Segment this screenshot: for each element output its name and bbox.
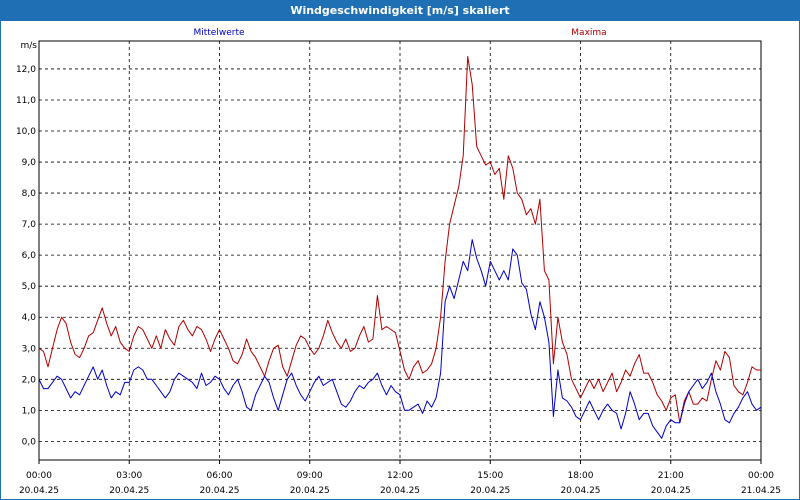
y-axis-unit-label: m/s xyxy=(21,41,38,51)
x-tick-date: 20.04.25 xyxy=(109,486,149,496)
y-tick-label: 2,0 xyxy=(22,375,37,385)
y-tick-label: 12,0 xyxy=(16,65,36,75)
wind-speed-chart: 0,0 1,0 2,0 3,0 4,0 5,0 6,0 7,0 8,0 9,0 10,0 11,0 12… xyxy=(16,28,781,496)
x-tick-time: 00:00 xyxy=(748,471,774,481)
y-tick-label: 10,0 xyxy=(16,127,36,137)
grid-lines xyxy=(38,41,762,464)
y-tick-label: 4,0 xyxy=(22,313,37,323)
x-tick-date: 20.04.25 xyxy=(199,486,239,496)
y-tick-label: 0,0 xyxy=(22,437,37,447)
x-tick-date: 20.04.25 xyxy=(470,486,510,496)
x-tick-date: 20.04.25 xyxy=(19,486,59,496)
x-tick-time: 12:00 xyxy=(387,471,413,481)
axis-labels: 0,0 1,0 2,0 3,0 4,0 5,0 6,0 7,0 8,0 9,0 10,0 11,0 12… xyxy=(16,65,781,496)
y-tick-label: 11,0 xyxy=(16,96,36,106)
x-tick-time: 09:00 xyxy=(297,471,323,481)
y-tick-label: 3,0 xyxy=(22,344,37,354)
x-tick-time: 03:00 xyxy=(116,471,142,481)
legend-mittelwerte: Mittelwerte xyxy=(193,28,244,38)
y-tick-label: 6,0 xyxy=(22,251,37,261)
series-line-mittelwerte xyxy=(38,239,762,439)
legend-maxima: Maxima xyxy=(571,28,606,38)
window-title: Windgeschwindigkeit [m/s] skaliert xyxy=(1,1,799,21)
y-tick-label: 5,0 xyxy=(22,282,37,292)
x-tick-time: 18:00 xyxy=(568,471,594,481)
x-tick-date: 20.04.25 xyxy=(651,486,691,496)
y-tick-label: 1,0 xyxy=(22,406,37,416)
x-tick-date: 21.04.25 xyxy=(741,486,781,496)
data-series xyxy=(38,56,762,439)
x-tick-time: 21:00 xyxy=(658,471,684,481)
x-tick-time: 00:00 xyxy=(26,471,52,481)
series-line-maxima xyxy=(38,56,761,424)
y-tick-label: 8,0 xyxy=(22,189,37,199)
x-tick-time: 06:00 xyxy=(207,471,233,481)
x-tick-date: 20.04.25 xyxy=(380,486,420,496)
y-tick-label: 9,0 xyxy=(22,158,37,168)
x-tick-date: 20.04.25 xyxy=(560,486,600,496)
y-tick-label: 7,0 xyxy=(22,220,37,230)
x-tick-time: 15:00 xyxy=(477,471,503,481)
x-tick-date: 20.04.25 xyxy=(290,486,330,496)
